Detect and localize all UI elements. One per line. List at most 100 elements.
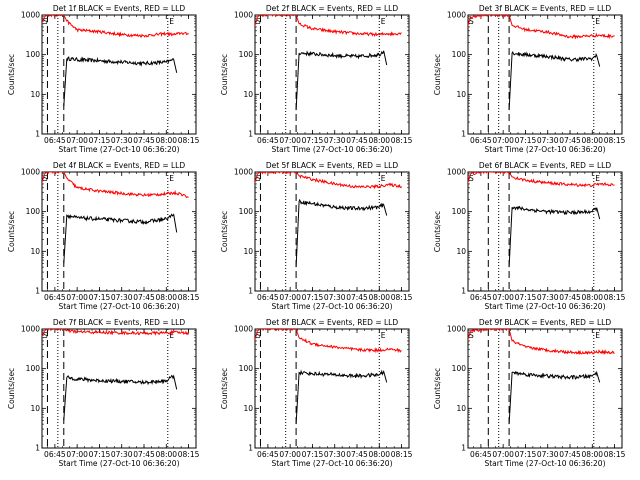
y-tick-label: 100 xyxy=(452,364,467,373)
y-tick-label: 100 xyxy=(452,50,467,59)
start-marker-label: S xyxy=(256,17,261,26)
x-tick-label: 07:45 xyxy=(346,293,368,302)
x-tick-label: 07:00 xyxy=(66,450,88,459)
y-tick-label: 100 xyxy=(26,364,41,373)
y-tick-label: 10 xyxy=(456,90,466,99)
x-tick-label: 08:00 xyxy=(155,136,177,145)
series-line-events xyxy=(63,213,178,264)
x-tick-label: 08:00 xyxy=(368,450,390,459)
y-tick-label: 100 xyxy=(239,364,254,373)
start-marker-label: S xyxy=(469,174,474,183)
x-tick-label: 06:45 xyxy=(44,450,66,459)
x-tick-label: 07:30 xyxy=(324,450,346,459)
x-tick-label: 07:45 xyxy=(133,450,155,459)
x-tick-label: 06:45 xyxy=(257,293,279,302)
x-tick-label: 08:00 xyxy=(368,136,390,145)
y-tick-label: 1000 xyxy=(234,325,253,334)
y-tick-label: 100 xyxy=(452,207,467,216)
y-tick-label: 1000 xyxy=(447,325,466,334)
y-axis-label: Counts/sec xyxy=(220,211,229,252)
x-tick-label: 08:00 xyxy=(581,136,603,145)
series-line-events xyxy=(295,198,388,268)
y-tick-label: 1000 xyxy=(234,11,253,20)
series-line-lld xyxy=(468,329,615,356)
x-tick-label: 07:15 xyxy=(302,293,324,302)
y-tick-label: 1000 xyxy=(447,168,466,177)
x-axis-label: Start Time (27-Oct-10 06:36:20) xyxy=(271,459,392,468)
panel-det-9f: Det 9f BLACK = Events, RED = LLD 1 10 100 10… xyxy=(433,318,626,468)
x-tick-label: 08:00 xyxy=(155,293,177,302)
x-tick-label: 07:45 xyxy=(133,293,155,302)
x-tick-label: 06:45 xyxy=(470,293,492,302)
x-tick-label: 08:15 xyxy=(178,450,200,459)
series-line-events xyxy=(63,374,178,421)
x-tick-label: 07:00 xyxy=(279,136,301,145)
y-axis-label: Counts/sec xyxy=(7,54,16,95)
x-tick-label: 06:45 xyxy=(470,450,492,459)
x-tick-label: 07:15 xyxy=(89,136,111,145)
x-axis-label: Start Time (27-Oct-10 06:36:20) xyxy=(484,145,605,154)
y-tick-label: 1 xyxy=(461,444,466,453)
x-tick-label: 07:30 xyxy=(324,136,346,145)
x-axis-label: Start Time (27-Oct-10 06:36:20) xyxy=(271,302,392,311)
y-tick-label: 10 xyxy=(30,404,40,413)
end-marker-label: E xyxy=(595,174,600,183)
plot-frame xyxy=(254,14,410,135)
plot-frame xyxy=(41,328,197,449)
plot-frame xyxy=(467,171,623,292)
y-tick-label: 10 xyxy=(243,404,253,413)
panel-title: Det 7f BLACK = Events, RED = LLD xyxy=(53,318,186,327)
x-tick-label: 07:30 xyxy=(324,293,346,302)
start-marker-label: S xyxy=(43,17,48,26)
y-tick-label: 100 xyxy=(239,207,254,216)
x-tick-label: 07:15 xyxy=(302,450,324,459)
y-tick-label: 100 xyxy=(26,207,41,216)
x-tick-label: 07:00 xyxy=(492,136,514,145)
panel-title: Det 1f BLACK = Events, RED = LLD xyxy=(53,4,186,13)
x-tick-label: 08:15 xyxy=(604,136,626,145)
x-tick-label: 07:45 xyxy=(559,450,581,459)
x-tick-label: 06:45 xyxy=(257,136,279,145)
series-line-lld xyxy=(468,172,615,188)
panel-title: Det 2f BLACK = Events, RED = LLD xyxy=(266,4,399,13)
end-marker-label: E xyxy=(169,174,174,183)
y-axis-label: Counts/sec xyxy=(220,368,229,409)
plot-frame xyxy=(254,328,410,449)
x-tick-label: 07:45 xyxy=(559,136,581,145)
x-tick-label: 08:00 xyxy=(581,293,603,302)
x-axis-label: Start Time (27-Oct-10 06:36:20) xyxy=(271,145,392,154)
y-tick-label: 1 xyxy=(461,130,466,139)
x-tick-label: 07:30 xyxy=(537,293,559,302)
start-marker-label: S xyxy=(43,331,48,340)
start-marker-label: S xyxy=(256,174,261,183)
x-tick-label: 06:45 xyxy=(44,293,66,302)
panel-title: Det 5f BLACK = Events, RED = LLD xyxy=(266,161,399,170)
plot-frame xyxy=(467,328,623,449)
x-tick-label: 07:45 xyxy=(133,136,155,145)
y-tick-label: 1 xyxy=(248,444,253,453)
x-tick-label: 07:30 xyxy=(111,293,133,302)
x-tick-label: 07:15 xyxy=(515,293,537,302)
y-tick-label: 10 xyxy=(456,404,466,413)
end-marker-label: E xyxy=(381,331,386,340)
panel-det-4f: Det 4f BLACK = Events, RED = LLD 1 10 100 10… xyxy=(7,161,200,311)
plot-frame xyxy=(41,171,197,292)
y-tick-label: 1000 xyxy=(447,11,466,20)
y-tick-label: 10 xyxy=(243,90,253,99)
y-tick-label: 10 xyxy=(30,90,40,99)
y-axis-label: Counts/sec xyxy=(220,54,229,95)
x-axis-label: Start Time (27-Oct-10 06:36:20) xyxy=(58,459,179,468)
x-tick-label: 07:30 xyxy=(111,450,133,459)
y-tick-label: 1 xyxy=(35,130,40,139)
series-line-events xyxy=(508,370,601,425)
panel-det-1f: Det 1f BLACK = Events, RED = LLD 1 10 100 10… xyxy=(7,4,200,154)
x-tick-label: 07:00 xyxy=(279,293,301,302)
end-marker-label: E xyxy=(169,331,174,340)
plot-frame xyxy=(254,171,410,292)
panel-title: Det 9f BLACK = Events, RED = LLD xyxy=(479,318,612,327)
panel-title: Det 6f BLACK = Events, RED = LLD xyxy=(479,161,612,170)
y-tick-label: 10 xyxy=(30,247,40,256)
y-axis-label: Counts/sec xyxy=(433,368,442,409)
panel-title: Det 3f BLACK = Events, RED = LLD xyxy=(479,4,612,13)
x-tick-label: 07:15 xyxy=(302,136,324,145)
